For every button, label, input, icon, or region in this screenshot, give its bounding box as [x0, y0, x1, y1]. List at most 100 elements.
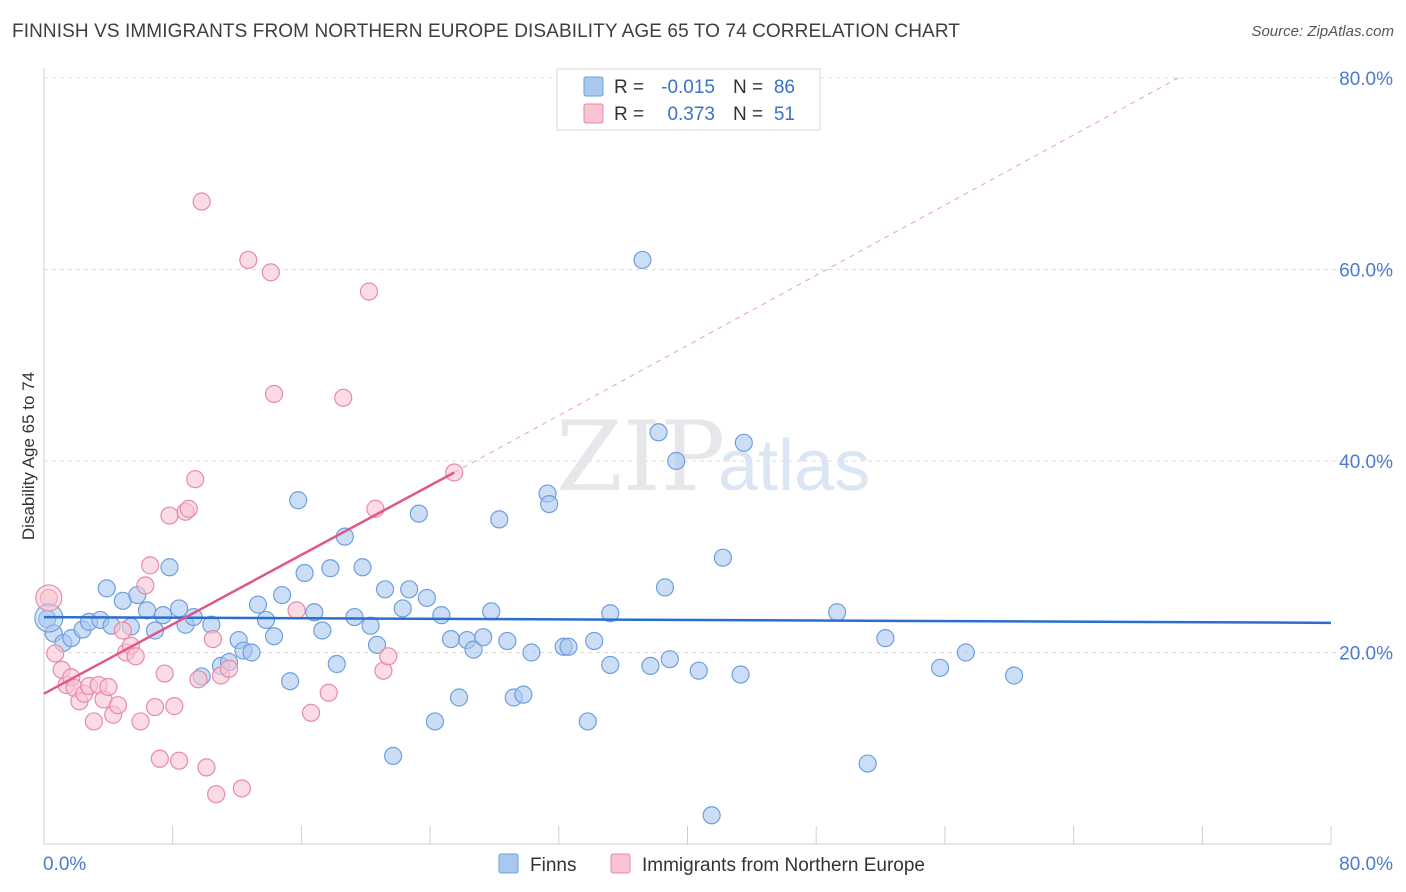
finns-point	[649, 423, 668, 442]
finns-point	[281, 672, 300, 691]
finns-point	[876, 629, 895, 648]
immigrants-point	[197, 758, 216, 777]
finns-point	[242, 643, 261, 662]
finns-point	[409, 504, 428, 523]
immigrants-point	[203, 629, 223, 649]
immigrants-point	[160, 506, 179, 525]
finns-point	[264, 627, 284, 646]
finns-point	[313, 621, 332, 640]
finns-point	[930, 658, 950, 677]
chart-title: FINNISH VS IMMIGRANTS FROM NORTHERN EURO…	[12, 21, 961, 42]
legend-bottom: Finns Immigrants from Northern Europe	[498, 853, 925, 876]
immigrants-point	[145, 697, 165, 717]
finns-point	[272, 585, 292, 605]
finns-point	[425, 712, 445, 731]
immigrants-point	[108, 696, 128, 715]
finns-point	[97, 579, 116, 598]
finns-point	[248, 595, 268, 614]
finns-point	[289, 491, 308, 510]
x-tick-label-max: 80.0%	[1339, 854, 1393, 875]
finns-point	[858, 754, 877, 773]
finns-point	[667, 451, 686, 471]
finns-point	[540, 494, 559, 514]
immigrants-trend-line	[43, 471, 455, 695]
y-axis-label: Disability Age 65 to 74	[19, 372, 38, 540]
legend-bottom-label-finns: Finns	[530, 855, 576, 876]
finns-point	[514, 685, 533, 704]
immigrants-point	[192, 192, 211, 211]
axes	[43, 68, 1332, 845]
x-tick-labels: 0.0% 80.0%	[43, 854, 1393, 875]
y-tick-label: 40.0%	[1339, 452, 1393, 473]
finns-point	[256, 610, 276, 630]
immigrants-point	[359, 282, 379, 301]
immigrants-point	[170, 751, 189, 770]
finns-point	[441, 629, 461, 649]
legend-r-label: R =	[614, 104, 644, 125]
legend-r-value: -0.015	[661, 77, 715, 98]
immigrants-point	[35, 584, 63, 612]
finns-point	[601, 655, 620, 675]
finns-point	[367, 635, 387, 654]
immigrants-point	[264, 384, 284, 404]
finns-point	[559, 637, 578, 656]
finns-point	[383, 746, 403, 766]
immigrants-point	[186, 470, 205, 489]
immigrants-point	[379, 647, 398, 666]
legend-swatch-finns	[583, 76, 604, 97]
legend-n-value: 51	[774, 104, 795, 125]
finns-point	[689, 661, 708, 680]
finns-point	[327, 654, 346, 674]
finns-point	[498, 631, 517, 651]
immigrants-point	[150, 749, 169, 768]
finns-point	[400, 580, 419, 599]
finns-point	[655, 578, 675, 597]
y-tick-label: 20.0%	[1339, 644, 1393, 665]
legend-bottom-swatch-finns	[498, 853, 519, 874]
immigrants-point	[232, 779, 251, 798]
immigrants-point	[301, 703, 321, 722]
y-tick-label: 80.0%	[1339, 69, 1393, 90]
legend-top: R = -0.015 N = 86 R = 0.373 N = 51	[556, 68, 821, 131]
watermark: ZIP atlas	[556, 401, 870, 513]
immigrants-point	[99, 677, 118, 697]
finns-point	[353, 558, 372, 577]
finns-point	[295, 563, 314, 583]
legend-swatch-immigrants	[583, 103, 604, 124]
y-tick-label: 60.0%	[1339, 261, 1393, 282]
finns-point	[321, 559, 340, 578]
finns-point	[734, 433, 753, 452]
finns-point	[153, 606, 173, 625]
immigrants-point	[179, 499, 198, 518]
immigrants-point	[239, 250, 258, 270]
finns-point	[361, 616, 380, 635]
immigrants-point	[84, 712, 103, 731]
chart-source: Source: ZipAtlas.com	[1251, 23, 1394, 40]
finns-point	[641, 656, 660, 676]
finns-point	[449, 688, 469, 707]
trend-lines	[43, 77, 1332, 695]
immigrants-point	[126, 647, 145, 666]
finns-point	[585, 631, 604, 651]
finns-point	[393, 599, 412, 618]
legend-n-label: N =	[733, 104, 763, 125]
finns-point	[474, 628, 493, 647]
finns-point	[160, 558, 179, 577]
finns-point	[305, 603, 324, 622]
finns-point	[417, 588, 436, 608]
immigrants-point	[136, 576, 155, 595]
immigrants-trend-extension	[453, 77, 1179, 473]
finns-point	[464, 640, 483, 659]
legend-r-label: R =	[614, 77, 644, 98]
immigrants-point	[334, 388, 353, 407]
finns-point	[601, 604, 620, 623]
legend-n-label: N =	[733, 77, 763, 98]
finns-point	[345, 607, 364, 627]
legend-bottom-label-immigrants: Immigrants from Northern Europe	[642, 855, 925, 876]
legend-r-value: 0.373	[667, 104, 715, 125]
immigrants-point	[261, 263, 280, 282]
finns-point	[1004, 666, 1024, 685]
watermark-zip: ZIP	[556, 401, 725, 513]
immigrants-point	[219, 659, 239, 678]
